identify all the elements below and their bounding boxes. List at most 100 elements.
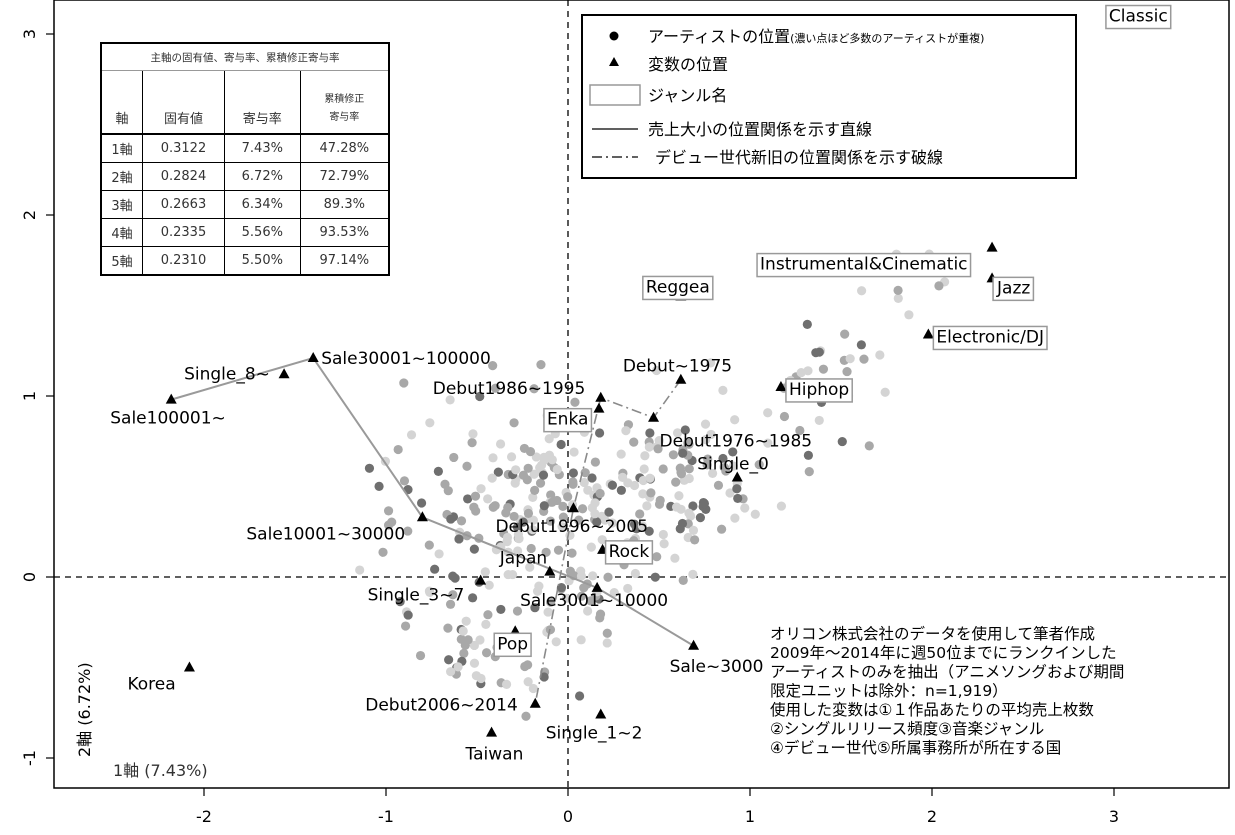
y-axis-label: 2軸 (6.72%) [75,662,94,757]
x-tick-label: 2 [927,807,937,826]
variable-marker [648,411,660,422]
artist-point [688,501,698,511]
x-tick-label: -2 [196,807,212,826]
artist-point [529,384,539,394]
table-row: 3軸 0.2663 6.34% 89.3% [100,190,390,219]
artist-point [670,553,680,563]
variable-marker [593,402,605,413]
artist-point [680,425,690,435]
artist-point [395,597,405,607]
artist-point [487,473,497,483]
genre-box [604,540,654,565]
variable-label: Jazz [996,278,1030,298]
artist-point [740,503,750,513]
x-tick-label: 1 [745,807,755,826]
artist-point [449,452,459,463]
artist-point [845,354,855,364]
variable-label: Single_8~ [184,364,270,384]
variable-label: Debut1976~1985 [660,432,813,452]
table-cell: 0.2824 [142,162,225,191]
variable-label: Instrumental&Cinematic [760,255,967,275]
variable-label: Sale100001~ [110,409,226,429]
artist-point [675,463,685,473]
artist-point [541,547,551,557]
y-tick-label: 0 [20,572,39,582]
artist-point [502,537,512,547]
artist-point [521,711,531,721]
artist-point [645,473,655,483]
artist-point [483,494,493,504]
variable-label: Debut1996~2005 [495,517,648,537]
artist-point [445,599,456,609]
artist-point [672,428,683,438]
variable-marker [278,368,290,379]
table-cell: 2軸 [100,162,143,191]
artist-point [530,485,540,495]
artist-point [893,293,903,304]
table-title: 主軸の固有値、寄与率、累積修正寄与率 [100,42,390,71]
table-header: 累積修正 寄与率 [299,70,390,135]
artist-point [563,492,573,502]
variable-marker [486,726,498,737]
artist-point [415,650,426,661]
variable-marker [775,380,787,391]
artist-point [718,385,728,395]
artist-point [728,447,738,457]
table-cell: 47.28% [299,133,390,163]
artist-point [590,457,600,467]
genre-box [932,325,1048,351]
artist-point [475,391,485,402]
artist-point [640,451,650,461]
y-tick-label: 3 [20,29,39,39]
artist-point [531,452,541,462]
artist-point [837,436,847,447]
artist-point [481,619,491,629]
artist-point [444,655,454,665]
artist-point [462,461,472,471]
variable-label: Japan [499,549,547,569]
table-cell: 1軸 [100,133,143,163]
artist-point [621,426,631,436]
artist-point [840,329,850,339]
artist-point [639,464,649,474]
artist-point [814,347,824,357]
genre-box [493,632,532,658]
artist-point [387,517,397,527]
artist-point [576,635,586,645]
artist-point [488,453,498,463]
artist-point [750,509,760,519]
artist-point [456,516,467,526]
artist-point [684,508,694,518]
artist-point [586,596,596,606]
artist-point [469,544,479,554]
artist-point [448,571,458,581]
legend-variable-triangle-icon [609,57,619,66]
artist-point [651,365,662,376]
genre-box [543,407,593,433]
variable-label: Debut~1975 [623,357,732,377]
artist-point [557,522,567,532]
note-line: 使用した変数は①１作品あたりの平均売上枚数 [770,701,1094,719]
table-row: 5軸 0.2310 5.50% 97.14% [100,246,390,276]
artist-point [579,477,589,488]
artist-point [480,567,490,577]
artist-point [671,477,681,487]
legend-sales-line-label: 売上大小の位置関係を示す直線 [648,120,872,139]
artist-point [616,449,626,459]
artist-point [403,526,413,536]
note-line: 2009年～2014年に週50位までにランクインした [770,644,1117,662]
artist-point [706,358,716,368]
artist-point [539,501,549,511]
artist-point [454,534,464,544]
artist-point [481,648,492,658]
artist-point [678,448,688,458]
artist-point [509,418,519,428]
table-row: 1軸 0.3122 7.43% 47.28% [100,133,390,163]
artist-point [425,418,435,428]
artist-point [644,442,654,452]
artist-point [510,478,520,488]
artist-point [495,439,506,449]
artist-point [523,677,533,687]
artist-point [804,467,814,477]
variable-label: Classic [1109,7,1168,27]
